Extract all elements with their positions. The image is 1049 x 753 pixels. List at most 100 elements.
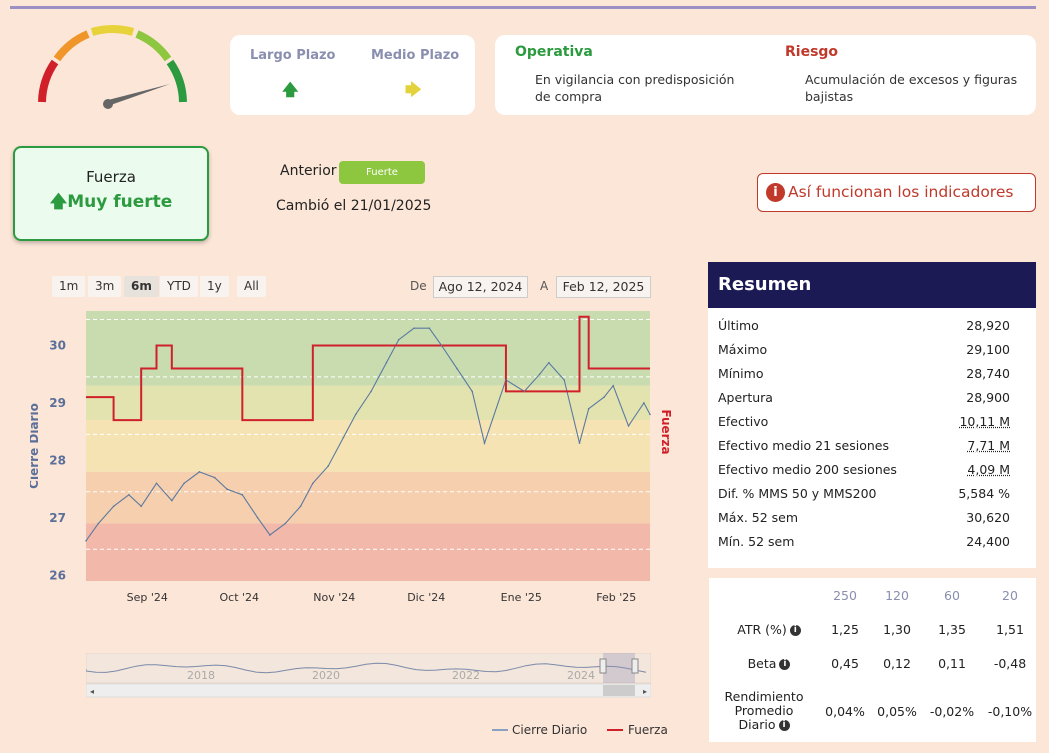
data-point — [226, 488, 228, 490]
resumen-row: Dif. % MMS 50 y MMS200 5,584 % — [718, 486, 1018, 501]
riesgo-text: Acumulación de excesos y figuras bajista… — [805, 72, 1018, 104]
chart-navigator[interactable]: 2018 2020 2022 2024 ◂ ▸ — [86, 653, 651, 698]
atr-label-text: ATR (%) — [737, 622, 787, 637]
data-point — [505, 379, 507, 381]
range-button-all[interactable]: All — [237, 276, 266, 297]
y-tick-label: 29 — [49, 396, 66, 410]
gauge-needle — [105, 84, 170, 107]
navigator-handle-right[interactable] — [631, 658, 639, 674]
y-axis-label: Cierre Diario — [30, 403, 41, 489]
data-point — [483, 442, 486, 444]
data-point — [612, 384, 615, 387]
navigator-handle-left[interactable] — [599, 658, 607, 674]
info-icon[interactable]: i — [789, 625, 801, 636]
date-to-label: A — [540, 279, 549, 293]
data-point — [213, 476, 216, 479]
top-divider — [10, 6, 1036, 9]
range-button-ytd[interactable]: YTD — [160, 276, 198, 297]
data-point — [284, 522, 287, 525]
data-point — [342, 436, 345, 439]
y-tick-label: 28 — [49, 453, 66, 467]
resumen-value: 30,620 — [966, 510, 1010, 525]
data-point — [385, 361, 388, 364]
data-point — [523, 390, 526, 393]
resumen-value: 24,400 — [966, 534, 1010, 549]
atr-row-label: ATR (%) i — [729, 622, 809, 637]
riesgo-title: Riesgo — [785, 44, 839, 60]
resumen-row: Máx. 52 sem 30,620 — [718, 510, 1018, 525]
medio-plazo-label: Medio Plazo — [371, 48, 460, 63]
date-to-input[interactable]: Feb 12, 2025 — [556, 276, 651, 298]
beta-label-text: Beta — [747, 656, 777, 671]
data-point — [563, 379, 565, 381]
resumen-row: Mínimo 28,740 — [718, 366, 1018, 381]
x-tick-label: Sep '24 — [127, 591, 168, 604]
data-point — [299, 505, 302, 508]
data-point — [370, 390, 372, 393]
date-from-input[interactable]: Ago 12, 2024 — [433, 276, 528, 298]
data-point — [548, 361, 550, 364]
beta-cell: 0,12 — [883, 656, 911, 671]
data-point — [538, 373, 541, 375]
resumen-panel: Último 28,920 Máximo 29,100 Mínimo 28,740 A… — [708, 308, 1036, 568]
data-point — [155, 482, 158, 485]
rendimiento-label-text: Rendimiento Promedio Diario — [724, 689, 804, 732]
up-arrow-icon: 🡅 — [282, 80, 299, 99]
data-point — [440, 344, 443, 347]
legend-cierre-diario[interactable]: Cierre Diario — [512, 723, 588, 737]
atr-header: 120 — [885, 588, 909, 603]
data-point — [85, 539, 87, 542]
resumen-label: Dif. % MMS 50 y MMS200 — [718, 486, 877, 501]
x-tick-label: Oct '24 — [219, 591, 259, 604]
data-point — [97, 522, 100, 525]
navigator-year-label: 2024 — [567, 669, 595, 682]
legend-fuerza[interactable]: Fuerza — [628, 723, 668, 737]
data-point — [198, 471, 201, 473]
atr-cell: 1,25 — [831, 622, 859, 637]
navigator-selection[interactable] — [603, 653, 635, 683]
resumen-value: 29,100 — [966, 342, 1010, 357]
resumen-value[interactable]: 10,11 M — [959, 414, 1010, 429]
resumen-label: Apertura — [718, 390, 773, 405]
range-button-1y[interactable]: 1y — [200, 276, 229, 297]
y-tick-label: 26 — [49, 568, 66, 582]
range-button-3m[interactable]: 3m — [88, 276, 122, 297]
scrollbar-track[interactable] — [86, 683, 651, 698]
x-tick-label: Nov '24 — [313, 591, 355, 604]
scroll-left-icon[interactable]: ◂ — [90, 687, 94, 696]
resumen-label: Efectivo — [718, 414, 769, 429]
resumen-row: Último 28,920 — [718, 318, 1018, 333]
rendimiento-row-label: Rendimiento Promedio Diario i — [719, 690, 809, 732]
rendimiento-cell: -0,02% — [929, 704, 975, 719]
x-tick-label: Feb '25 — [596, 591, 636, 604]
zone-band — [86, 523, 650, 581]
atr-header: 20 — [1002, 588, 1018, 603]
resumen-label: Efectivo medio 200 sesiones — [718, 462, 897, 477]
resumen-label: Último — [718, 318, 759, 333]
data-point — [354, 413, 357, 416]
resumen-value[interactable]: 7,71 M — [967, 438, 1010, 453]
data-point — [171, 499, 173, 502]
range-button-6m[interactable]: 6m — [124, 276, 159, 297]
legend-swatch-fuerza — [607, 729, 623, 731]
zone-band — [86, 311, 650, 386]
data-point — [587, 407, 590, 410]
info-indicators-button[interactable]: i Así funcionan los indicadores — [757, 173, 1036, 212]
info-icon[interactable]: i — [778, 720, 790, 731]
scroll-right-icon[interactable]: ▸ — [643, 687, 647, 696]
range-button-1m[interactable]: 1m — [52, 276, 86, 297]
atr-cell: 1,30 — [883, 622, 911, 637]
data-point — [327, 465, 329, 467]
atr-header: 250 — [833, 588, 857, 603]
horizon-card: Largo Plazo 🡅 Medio Plazo 🡆 — [230, 35, 475, 115]
resumen-row: Apertura 28,900 — [718, 390, 1018, 405]
operativa-title: Operativa — [515, 44, 593, 60]
data-point — [649, 413, 651, 416]
scrollbar-thumb[interactable] — [603, 685, 635, 696]
rendimiento-cell: 0,04% — [825, 704, 865, 719]
data-point — [627, 425, 630, 427]
resumen-label: Máximo — [718, 342, 768, 357]
y-tick-label: 27 — [49, 511, 66, 525]
info-icon[interactable]: i — [779, 659, 791, 670]
resumen-value[interactable]: 4,09 M — [967, 462, 1010, 477]
